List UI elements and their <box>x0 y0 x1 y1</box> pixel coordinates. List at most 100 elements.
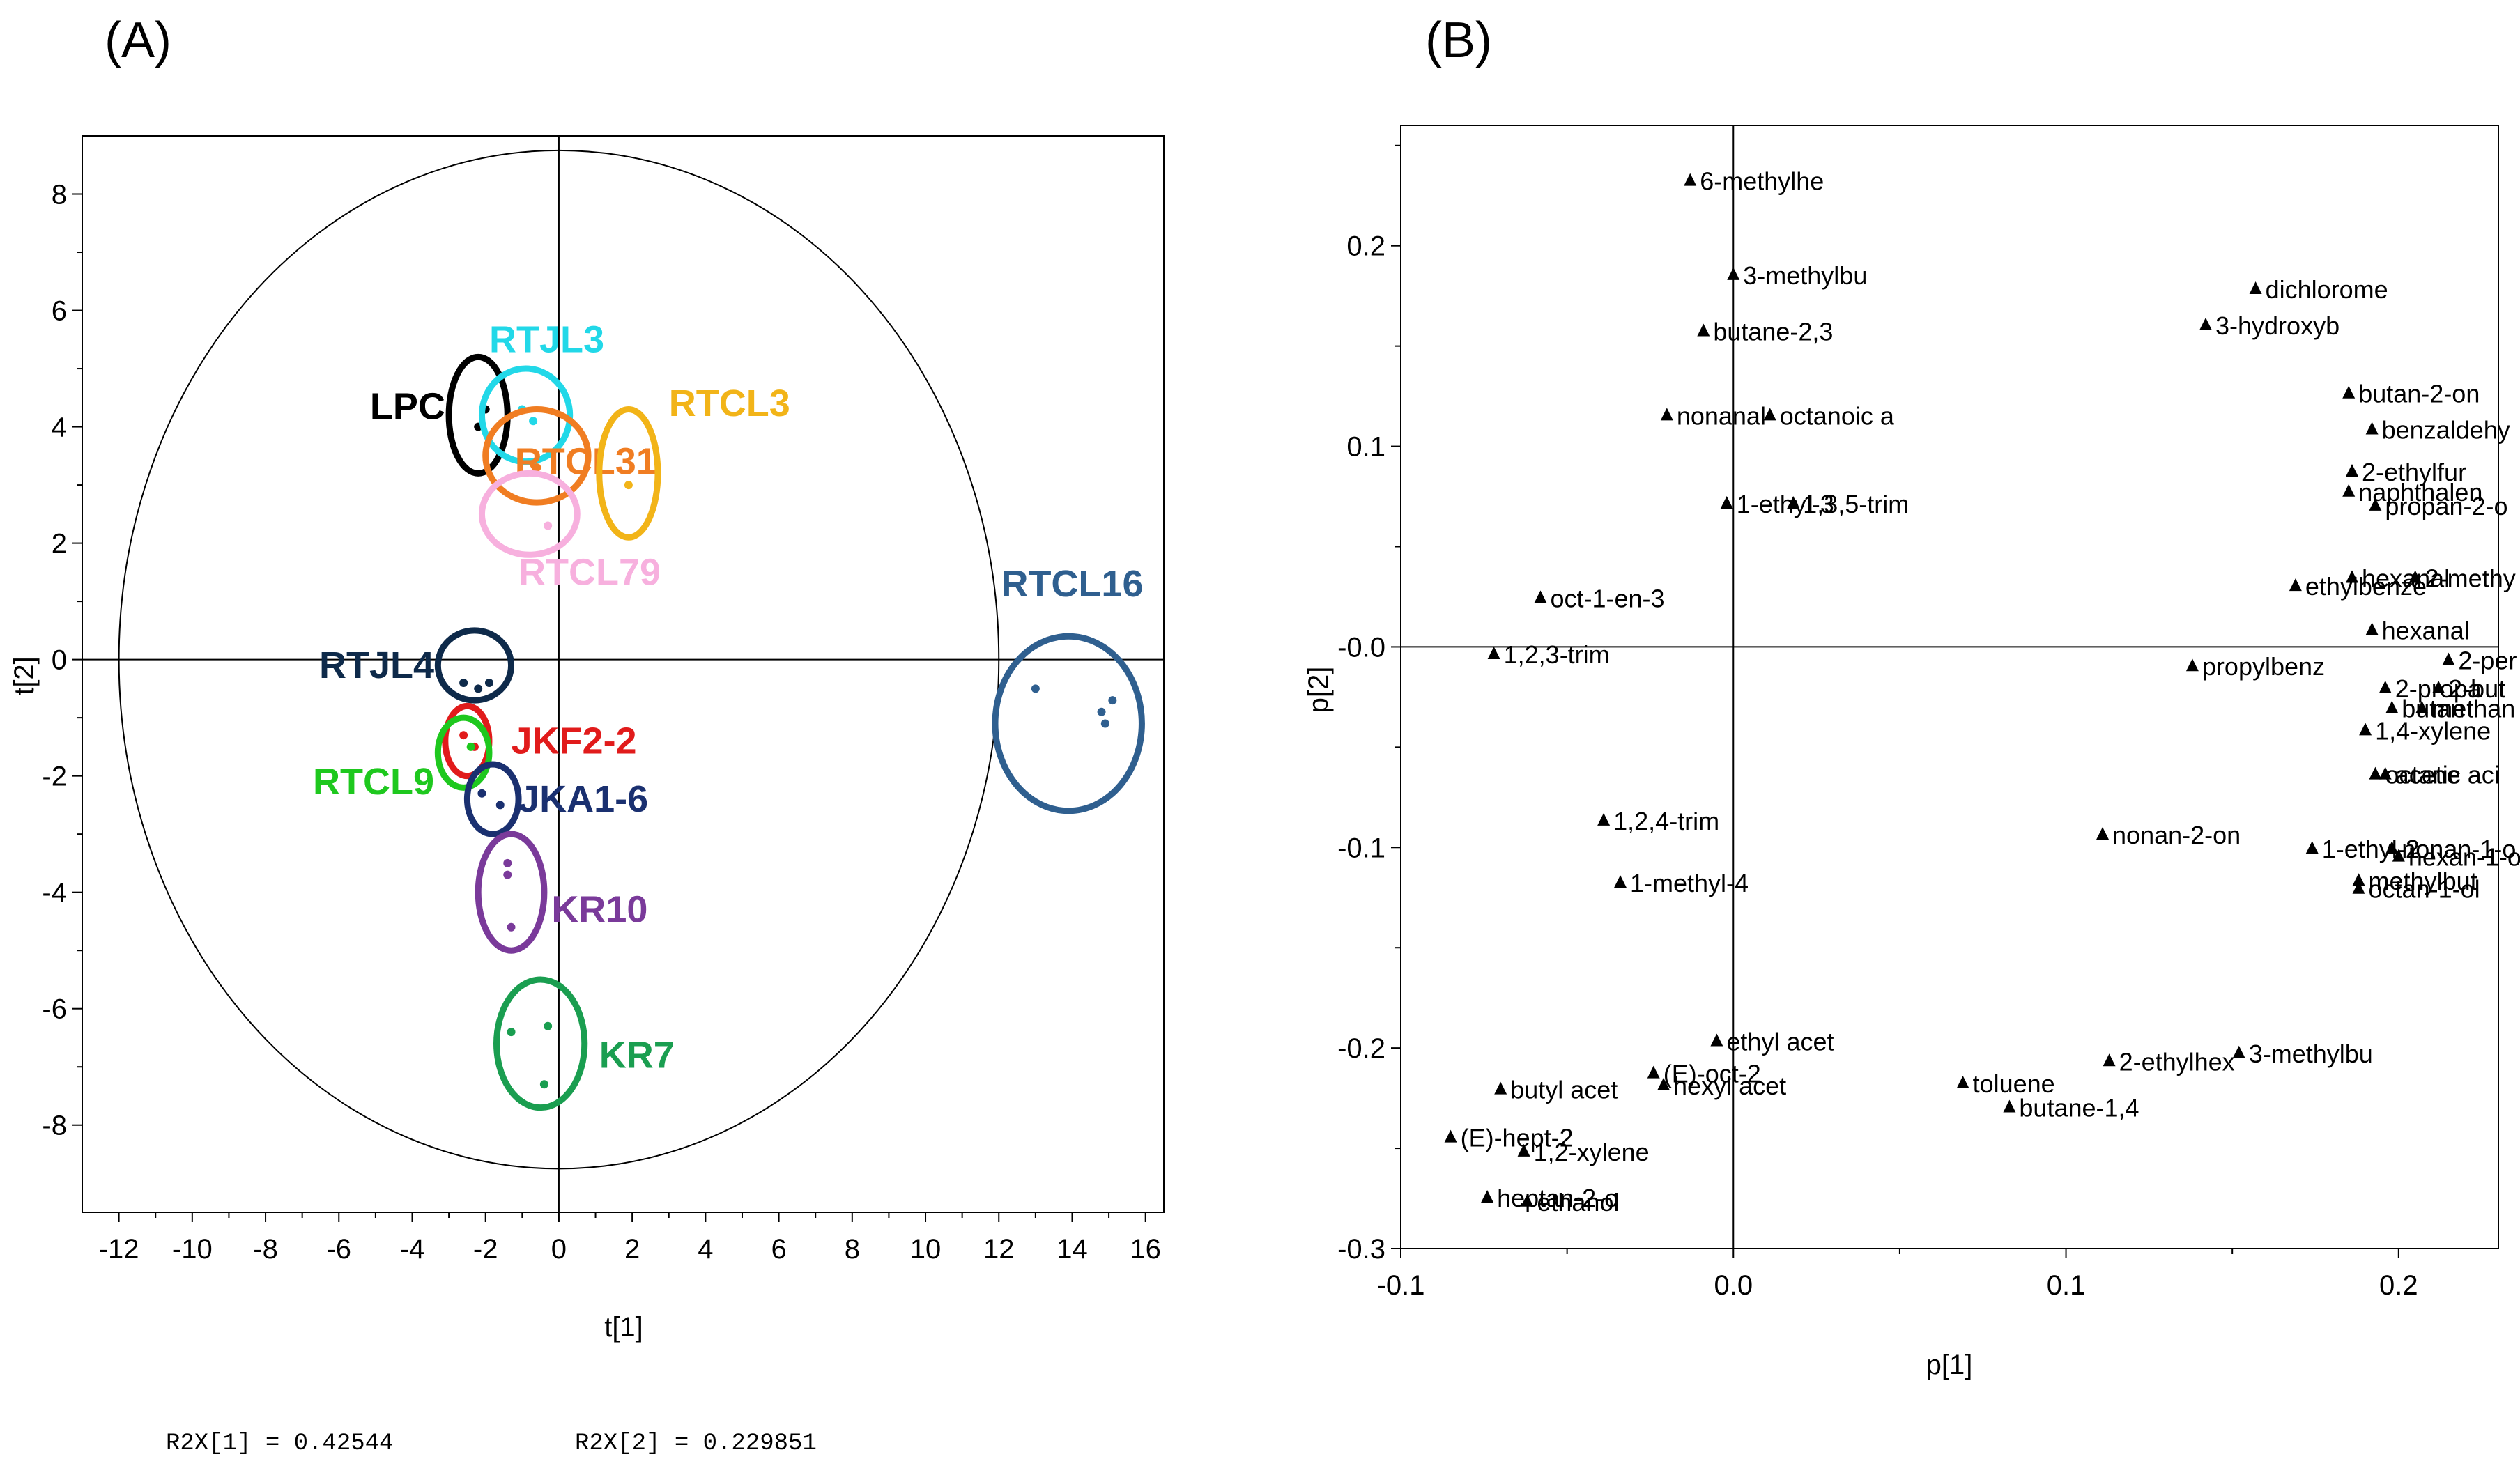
group-label-rtcl9: RTCL9 <box>313 761 434 803</box>
group-label-kr10: KR10 <box>551 889 647 931</box>
loading-point-label: methylbut <box>2369 867 2477 895</box>
group-ellipse-rtcl16 <box>992 633 1145 814</box>
loading-point-marker <box>2346 570 2358 583</box>
loading-point-label: (E)-oct-2 <box>1664 1060 1761 1088</box>
loading-point-marker <box>2103 1053 2116 1067</box>
score-point-kr10 <box>503 858 512 867</box>
loading-point-label: 1,2,3-trim <box>1504 640 1610 669</box>
loading-point-marker <box>2432 680 2445 693</box>
score-point-rtjl4 <box>459 679 468 688</box>
r2x-component-1: R2X[1] = 0.42544 <box>166 1430 393 1457</box>
loading-point-marker <box>1657 1077 1670 1090</box>
loading-point-marker <box>1534 590 1547 603</box>
loading-point-label: octan-1-ol <box>2369 875 2480 904</box>
r2x-component-2: R2X[2] = 0.229851 <box>575 1430 817 1457</box>
loading-point-label: oct-1-en-3 <box>1550 584 1664 612</box>
panel-label-a: (A) <box>105 13 171 68</box>
loading-point-label: dichlorome <box>2266 275 2388 304</box>
score-point-rtcl16 <box>1031 684 1040 693</box>
loading-plot-x-axis-title: p[1] <box>1926 1350 1973 1380</box>
loading-point-marker <box>2369 766 2382 780</box>
loading-plot-x-tick-label: 0.2 <box>2379 1270 2418 1301</box>
loading-plot-y-tick-label: 0.1 <box>1346 432 1385 463</box>
loading-plot-y-axis-title: p[2] <box>1303 667 1334 713</box>
loading-point-label: ethanol <box>1537 1188 1619 1217</box>
loading-point-marker <box>2249 281 2262 295</box>
loading-plot-y-tick-label: -0.3 <box>1337 1234 1385 1265</box>
group-label-rtcl79: RTCL79 <box>518 551 661 593</box>
group-label-rtcl3: RTCL3 <box>669 383 790 424</box>
loading-point-label: nonan-1-o <box>2402 835 2516 863</box>
score-plot-x-tick-label: 16 <box>1130 1234 1161 1265</box>
group-ellipse-rtcl31 <box>482 406 592 506</box>
loading-point-marker <box>1614 875 1627 888</box>
score-plot-x-tick-label: 14 <box>1057 1234 1088 1265</box>
loading-plot-content: -0.1 0.0 0.1 0.2 -0.3 -0.2 -0.1 -0.0 0.1 0.2 6-met… <box>1337 125 2520 1301</box>
loading-point-label: acetic aci <box>2395 761 2500 789</box>
loading-point-label: nonanal <box>1677 401 1766 430</box>
loading-point-marker <box>1697 323 1710 337</box>
loading-point-marker <box>1763 408 1776 421</box>
loading-point-label: 1,2,4-trim <box>1613 807 1719 835</box>
group-ellipse-rtjl3 <box>478 365 574 465</box>
score-point-rtjl4 <box>474 684 483 693</box>
loading-point-label: hexyl acet <box>1673 1072 1786 1100</box>
loading-point-marker <box>2385 700 2399 713</box>
loading-point-marker <box>1597 812 1611 826</box>
loading-point-marker <box>2352 881 2365 894</box>
loading-point-marker <box>1727 267 1740 280</box>
score-point-rtcl16 <box>1100 719 1109 728</box>
loading-point-marker <box>2379 766 2392 780</box>
score-plot-x-axis-title: t[1] <box>604 1312 643 1343</box>
loading-point-label: butyl acet <box>1510 1076 1618 1104</box>
loading-point-label: butan-2-on <box>2358 380 2480 408</box>
score-point-kr7 <box>507 1028 516 1037</box>
group-ellipse-jka1-6 <box>463 761 522 837</box>
loading-point-marker <box>1444 1129 1457 1143</box>
loading-point-marker <box>1720 496 1733 509</box>
score-plot-x-tick-label: -10 <box>172 1234 213 1265</box>
loading-point-marker <box>2408 570 2422 583</box>
loading-point-label: butan <box>2402 695 2464 723</box>
score-plot-x-tick-label: 12 <box>983 1234 1015 1265</box>
score-plot-y-tick-label: 0 <box>52 645 67 676</box>
loading-point-marker <box>1494 1081 1507 1095</box>
group-label-jkf2-2: JKF2-2 <box>512 720 637 762</box>
loading-plot-y-tick-label: 0.2 <box>1346 231 1385 262</box>
loading-point-marker <box>1684 173 1697 186</box>
loading-point-marker <box>2365 622 2379 635</box>
loading-point-marker <box>2379 680 2392 693</box>
score-plot-x-tick-label: -2 <box>473 1234 498 1265</box>
loading-point-label: butane-2,3 <box>1713 317 1833 346</box>
loading-point-label: heptan-2-o <box>1497 1184 1618 1212</box>
loading-point-label: (E)-hept-2 <box>1461 1124 1574 1152</box>
loading-point-label: hexanal <box>2362 564 2450 593</box>
loading-point-marker <box>1956 1075 1969 1088</box>
group-label-lpc: LPC <box>370 385 445 427</box>
loading-point-label: 2-per <box>2458 647 2517 675</box>
score-plot-x-tick-label: 0 <box>551 1234 567 1265</box>
loading-point-label: ethyl acet <box>1726 1028 1834 1056</box>
loading-point-marker <box>2003 1099 2016 1113</box>
score-point-rtcl79 <box>544 521 553 530</box>
group-ellipse-kr7 <box>493 976 588 1111</box>
loading-point-marker <box>2199 317 2212 330</box>
loading-point-marker <box>2359 723 2372 736</box>
loading-point-marker <box>2352 873 2365 886</box>
group-ellipse-kr10 <box>475 831 548 954</box>
loading-point-label: 1-ethyl-3 <box>1737 490 1834 518</box>
loading-point-label: nonan-2-on <box>2112 821 2241 849</box>
group-label-kr7: KR7 <box>599 1035 675 1076</box>
score-plot-x-tick-label: 10 <box>910 1234 942 1265</box>
score-point-rtcl16 <box>1108 696 1117 705</box>
loading-point-label: benzaldehy <box>2382 416 2510 445</box>
loading-point-marker <box>1660 408 1673 421</box>
loading-point-marker <box>2415 700 2429 713</box>
loading-point-label: hexan-1-ol <box>2408 843 2520 872</box>
loading-plot-y-tick-label: -0.1 <box>1337 833 1385 863</box>
loading-point-marker <box>2365 422 2379 435</box>
loading-point-marker <box>2385 841 2399 854</box>
loading-point-marker <box>2305 841 2319 854</box>
loading-point-label: propylbenz <box>2202 652 2325 681</box>
loading-point-label: propan-2-o <box>2385 492 2507 520</box>
